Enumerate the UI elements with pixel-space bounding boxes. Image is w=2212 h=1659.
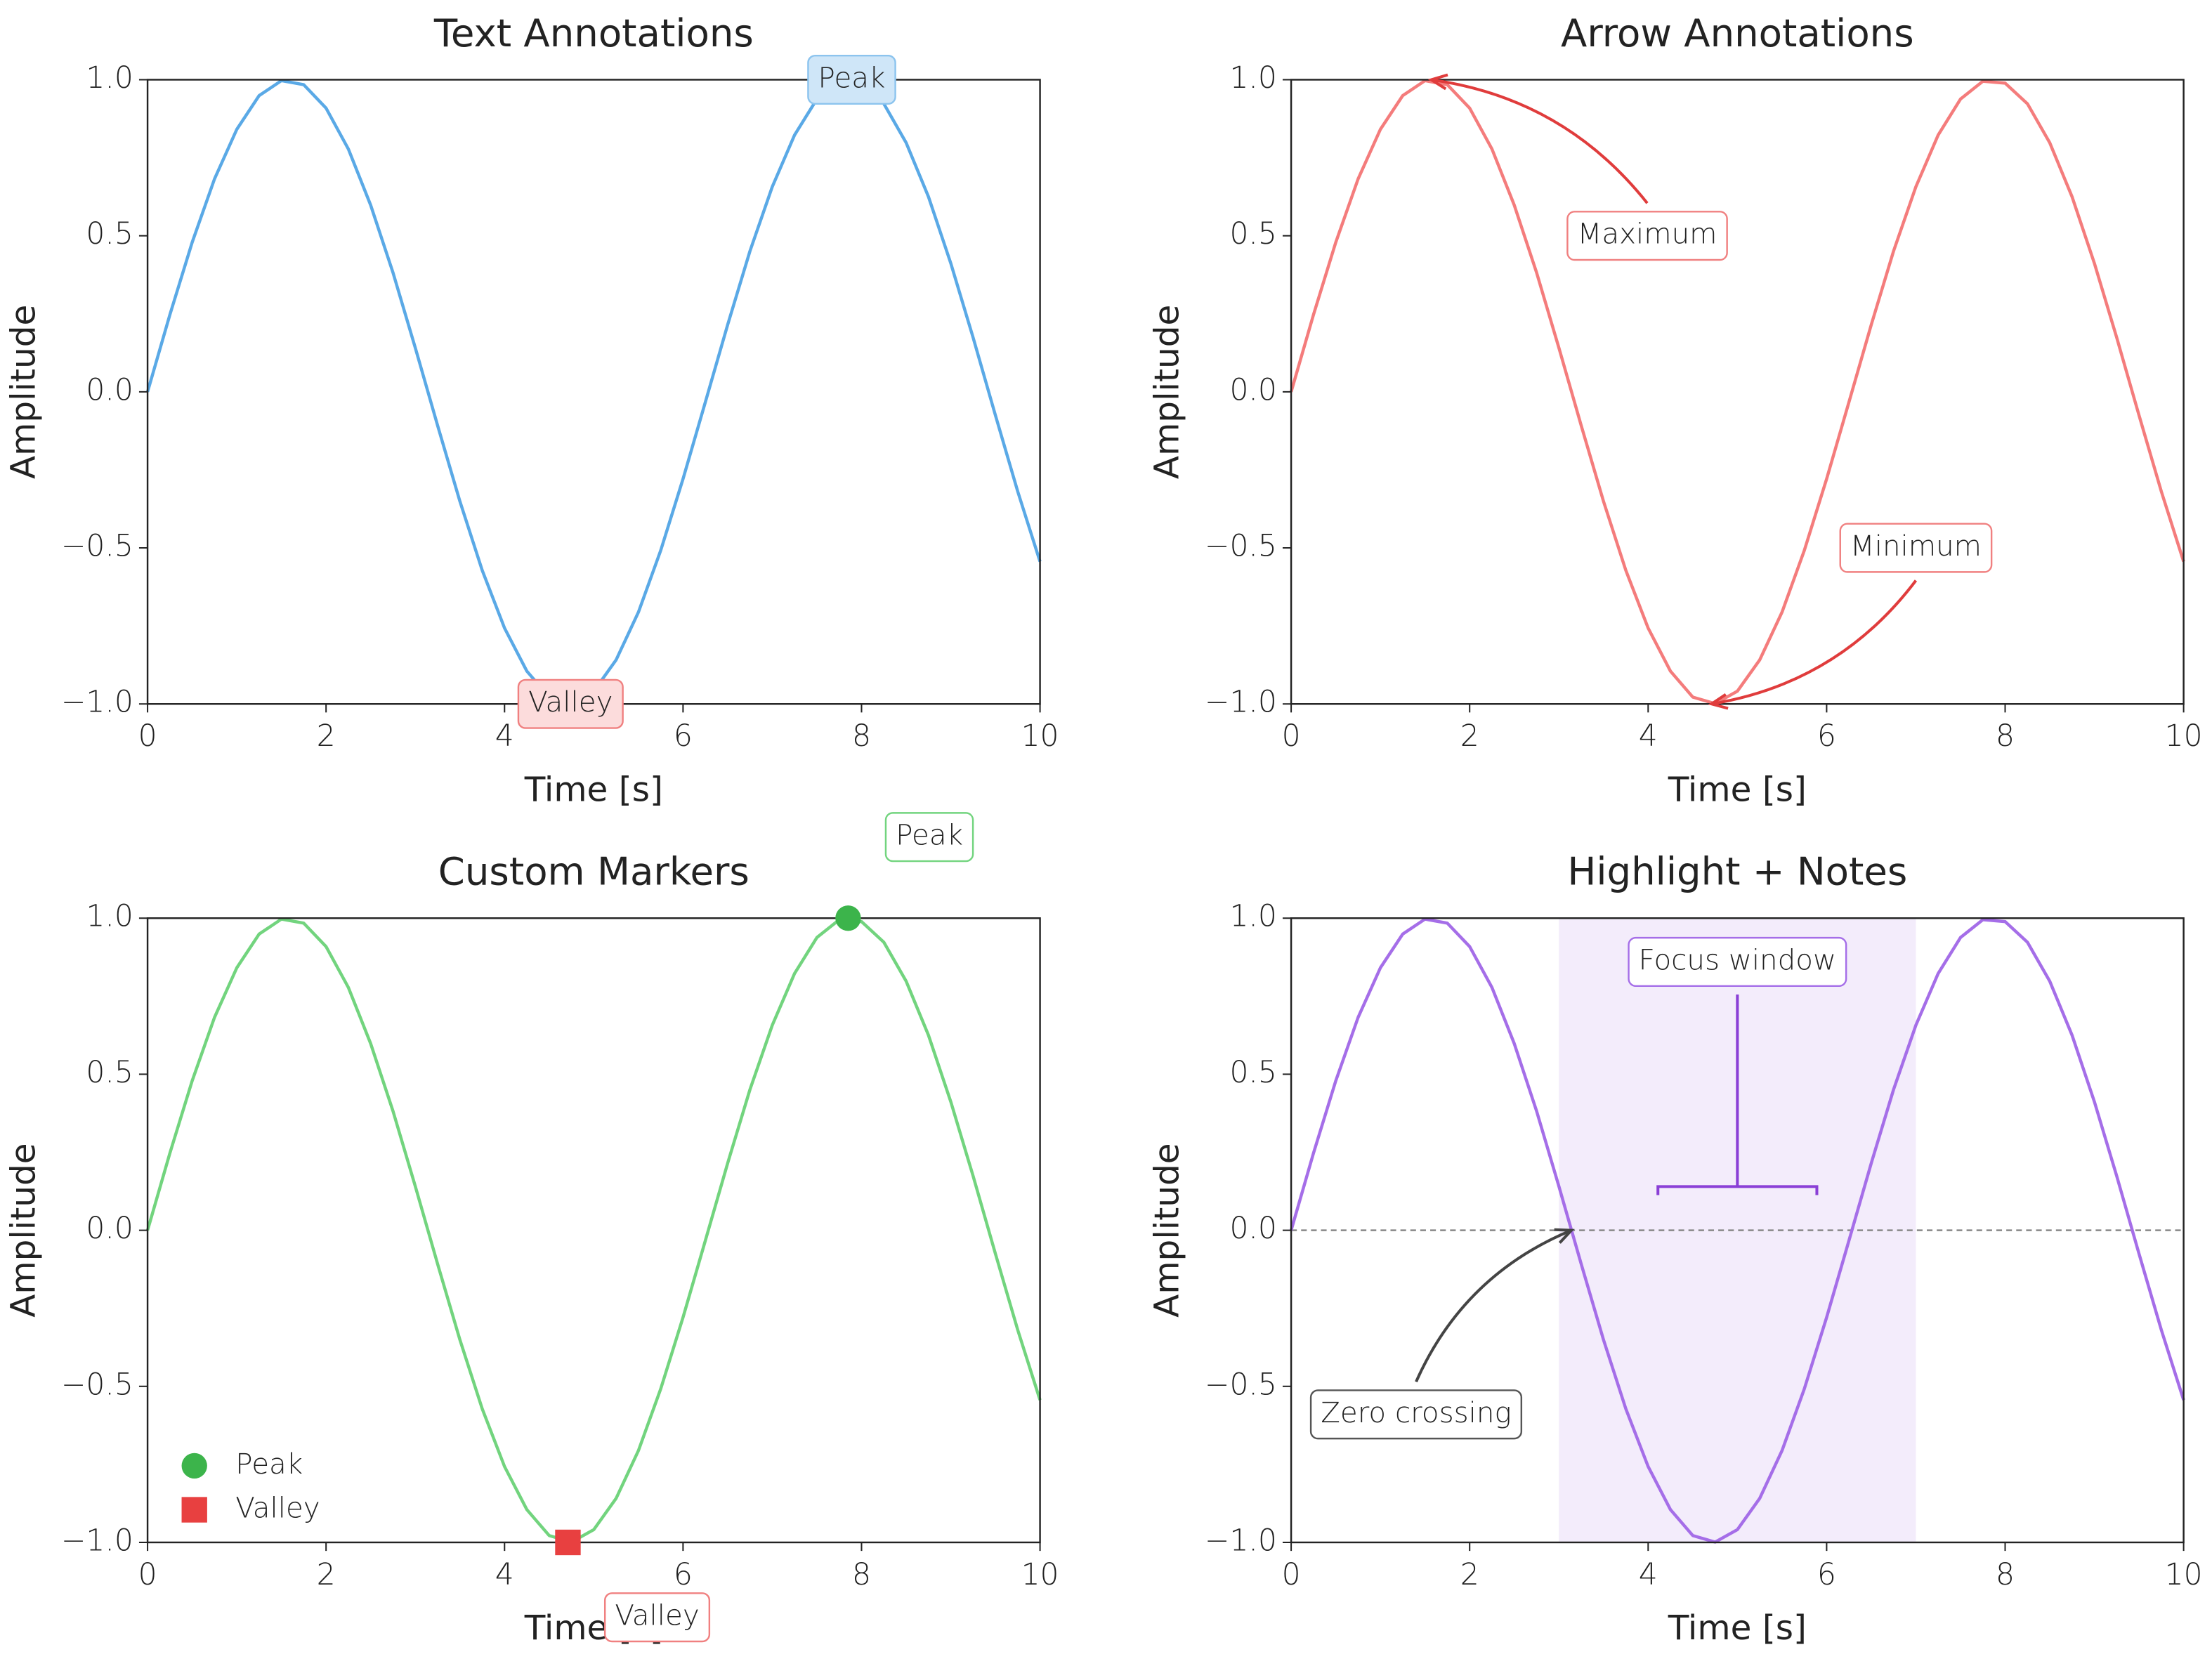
y-tick-label: 1.0	[1229, 900, 1276, 934]
x-tick-label: 0	[1282, 719, 1301, 754]
y-tick-label: −0.5	[61, 1368, 133, 1402]
x-tick-label: 2	[317, 719, 336, 754]
x-tick-label: 4	[495, 719, 514, 754]
chart-title: Text Annotations	[433, 11, 754, 55]
annotation-box	[1628, 936, 1847, 988]
x-tick-label: 6	[674, 719, 693, 754]
chart-title: Arrow Annotations	[1561, 11, 1914, 55]
annotation-box	[1309, 1389, 1523, 1440]
y-tick-label: 0.5	[86, 217, 133, 251]
annotation-arrow	[1415, 1228, 1575, 1383]
annotation-text: Peak	[818, 61, 886, 94]
line-series	[145, 917, 1042, 1544]
x-tick-label: 6	[674, 1558, 693, 1592]
x-tick-label: 4	[1639, 1558, 1658, 1592]
y-axis-label: Amplitude	[1147, 1143, 1186, 1317]
annotation-box	[884, 812, 974, 863]
annotation-text: Peak	[896, 819, 963, 852]
chart-title: Highlight + Notes	[1567, 849, 1907, 894]
x-tick-label: 10	[2165, 719, 2203, 754]
x-tick-label: 6	[1817, 719, 1836, 754]
x-tick-label: 8	[852, 719, 871, 754]
y-axis-label: Amplitude	[4, 1143, 43, 1317]
y-tick-label: 0.0	[86, 1212, 133, 1246]
x-axis-label: Time [s]	[1668, 1608, 1807, 1648]
annotation-box	[603, 1592, 711, 1643]
annotation-text: Focus window	[1639, 943, 1836, 976]
x-tick-label: 10	[1021, 1558, 1059, 1592]
x-tick-label: 0	[138, 1558, 157, 1592]
y-tick-label: −0.5	[61, 530, 133, 564]
annotation-box	[1566, 211, 1728, 261]
x-tick-label: 10	[1021, 719, 1059, 754]
y-tick-label: −1.0	[61, 686, 133, 720]
x-tick-label: 8	[1996, 719, 2015, 754]
y-tick-label: −0.5	[1205, 530, 1277, 564]
line-series	[145, 79, 1042, 706]
marker	[835, 905, 861, 931]
annotation-text: Valley	[615, 1599, 699, 1632]
y-tick-label: −0.5	[1205, 1368, 1277, 1402]
y-tick-label: −1.0	[1205, 686, 1277, 720]
x-tick-label: 2	[1460, 1558, 1479, 1592]
x-tick-label: 0	[1282, 1558, 1301, 1592]
subplot: 0 2 4 6 8 10 −1.0 −0.5 0.0 0.5 1.0 Text Annotations…	[4, 11, 1059, 809]
annotation-arrow	[1708, 579, 1918, 710]
annotation-arrow	[1427, 73, 1649, 204]
annotation-text: Valley	[528, 686, 613, 719]
annotation-box	[807, 54, 896, 105]
chart-title: Custom Markers	[438, 849, 750, 894]
x-tick-label: 10	[2165, 1558, 2203, 1592]
y-tick-label: 0.5	[86, 1056, 133, 1090]
x-tick-label: 2	[317, 1558, 336, 1592]
y-tick-label: 0.5	[1229, 217, 1276, 251]
subplot: 0 2 4 6 8 10 −1.0 −0.5 0.0 0.5 1.0 Arrow Annotation…	[1147, 11, 2202, 809]
annotation-box	[1839, 523, 1993, 573]
annotation-bracket	[1656, 994, 1819, 1195]
x-tick-label: 8	[1996, 1558, 2015, 1592]
x-tick-label: 8	[852, 1558, 871, 1592]
legend-marker	[181, 1453, 207, 1479]
x-tick-label: 4	[1639, 719, 1658, 754]
axes-frame	[1290, 79, 2185, 705]
y-tick-label: −1.0	[1205, 1523, 1277, 1558]
y-axis-label: Amplitude	[4, 305, 43, 479]
y-tick-label: 0.5	[1229, 1056, 1276, 1090]
y-tick-label: −1.0	[61, 1523, 133, 1558]
line-series	[1289, 917, 2185, 1544]
x-axis-label: Time [s]	[524, 770, 663, 809]
axes-frame	[146, 79, 1041, 705]
x-tick-label: 6	[1817, 1558, 1836, 1592]
annotation-text: Minimum	[1850, 530, 1982, 563]
legend-label: Peak	[235, 1448, 303, 1481]
x-tick-label: 4	[495, 1558, 514, 1592]
y-tick-label: 1.0	[86, 61, 133, 96]
marker	[555, 1529, 581, 1556]
legend-label: Valley	[235, 1492, 320, 1525]
x-tick-label: 2	[1460, 719, 1479, 754]
subplot: 0 2 4 6 8 10 −1.0 −0.5 0.0 0.5 1.0 Highlight + Note…	[1147, 849, 2202, 1648]
annotation-text: Zero crossing	[1321, 1396, 1511, 1429]
y-axis-label: Amplitude	[1147, 305, 1186, 479]
annotation-box	[517, 678, 624, 729]
y-tick-label: 1.0	[86, 900, 133, 934]
x-axis-label: Time [s]	[1668, 770, 1807, 809]
annotation-text: Maximum	[1578, 218, 1717, 251]
x-tick-label: 0	[138, 719, 157, 754]
y-tick-label: 0.0	[1229, 373, 1276, 407]
y-tick-label: 1.0	[1229, 61, 1276, 96]
y-tick-label: 0.0	[1229, 1212, 1276, 1246]
y-tick-label: 0.0	[86, 373, 133, 407]
legend-marker	[181, 1497, 207, 1523]
line-series	[1289, 79, 2185, 706]
